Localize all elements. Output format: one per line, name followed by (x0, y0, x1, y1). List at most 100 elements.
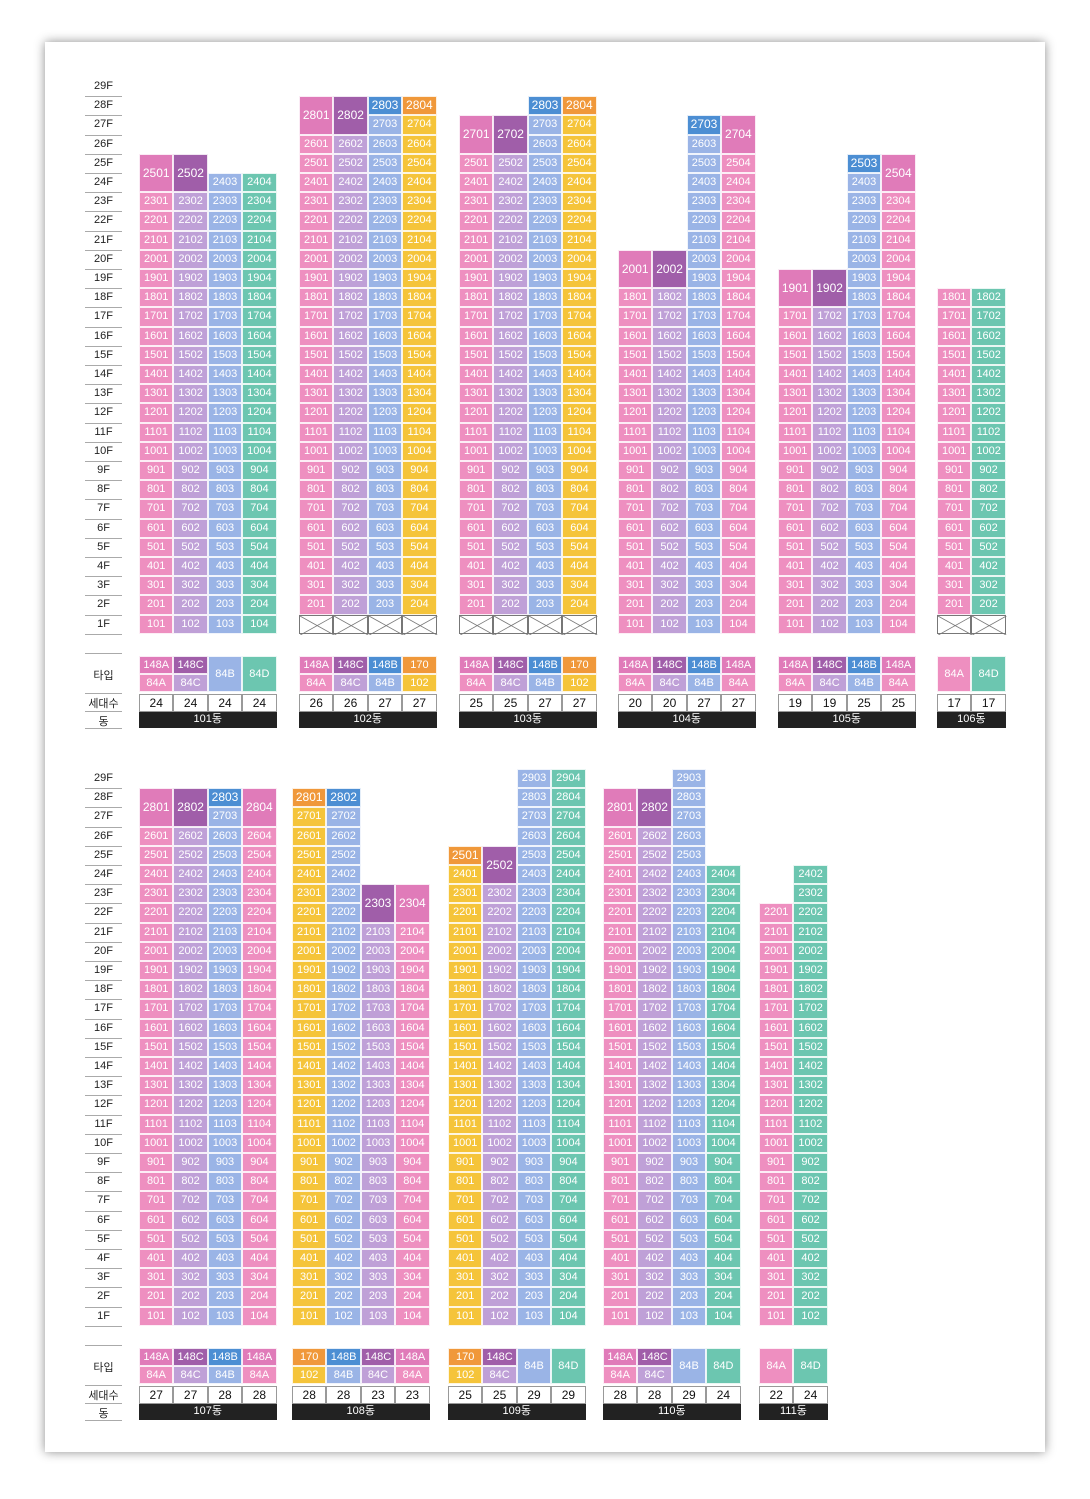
unit-cell: 1403 (207, 1057, 243, 1077)
type-unit-chip: 84A (721, 673, 756, 692)
household-count: 20 (618, 693, 653, 712)
unit-cell: 601 (778, 518, 813, 538)
penthouse-unit: 2703 (686, 115, 722, 135)
unit-cell: 2303 (207, 192, 243, 212)
unit-cell: 1303 (367, 384, 403, 404)
type-penthouse-chip: 148C (652, 655, 687, 674)
unit-cell: 1603 (516, 1018, 552, 1038)
unit-cell: 403 (516, 1249, 552, 1269)
unit-cell: 1302 (326, 1076, 361, 1096)
floor-divider (85, 249, 122, 251)
floor-label: 11F (94, 425, 113, 438)
floor-divider (85, 1325, 122, 1327)
unit-cell: 1101 (139, 422, 174, 442)
unit-cell: 201 (459, 595, 494, 615)
floor-label: 20F (94, 944, 113, 957)
unit-cell: 1202 (637, 1095, 672, 1115)
unit-cell: 2903 (671, 769, 707, 789)
unit-cell: 1102 (173, 422, 208, 442)
unit-cell: 701 (139, 1191, 174, 1211)
unit-cell: 204 (242, 595, 277, 615)
floor-label: 25F (94, 848, 113, 861)
unit-cell: 1604 (551, 1018, 586, 1038)
unit-cell: 1504 (551, 1037, 586, 1057)
unit-cell: 1402 (652, 365, 687, 385)
household-count: 27 (686, 693, 722, 712)
unit-cell: 504 (721, 537, 756, 557)
building-name-bar: 108동 (292, 1403, 430, 1420)
floor-label: 27F (94, 118, 113, 131)
unit-cell: 1001 (778, 441, 813, 461)
unit-cell: 1802 (493, 288, 528, 308)
floor-label: 16F (94, 329, 113, 342)
unit-cell: 1704 (706, 999, 741, 1019)
floor-label: 2F (97, 1290, 110, 1303)
unit-cell: 1002 (326, 1133, 361, 1153)
unit-cell: 1802 (173, 288, 208, 308)
pilotis-cell (493, 614, 529, 635)
unit-cell: 2903 (516, 769, 552, 789)
unit-cell: 1803 (671, 980, 707, 1000)
floor-divider (85, 999, 122, 1001)
unit-cell: 304 (242, 1268, 277, 1288)
legend-divider (85, 1384, 122, 1386)
unit-cell: 103 (207, 614, 243, 634)
unit-cell: 1402 (493, 365, 528, 385)
unit-cell: 1104 (881, 422, 916, 442)
type-penthouse-chip: 170 (402, 655, 437, 674)
unit-cell: 2402 (493, 173, 528, 193)
page-sheet: 29F 28F 27F 26F 25F 24F 23F 22F 21F 20F 19F 18F 17F 1… (45, 42, 1045, 1452)
floor-divider (85, 1133, 122, 1135)
unit-cell: 2103 (671, 922, 707, 942)
unit-cell: 2204 (562, 211, 597, 231)
unit-cell: 2701 (292, 807, 327, 827)
unit-cell: 1002 (793, 1133, 828, 1153)
unit-cell: 1702 (482, 999, 517, 1019)
unit-cell: 2202 (333, 211, 368, 231)
household-count: 28 (603, 1385, 638, 1404)
household-count: 27 (402, 693, 437, 712)
unit-cell: 2104 (242, 230, 277, 250)
unit-cell: 1401 (448, 1057, 483, 1077)
type-unit-chip: 84B (516, 1347, 552, 1384)
unit-cell: 1801 (139, 288, 174, 308)
unit-cell: 2201 (759, 903, 794, 923)
building-name-bar: 106동 (937, 711, 1006, 728)
unit-cell: 2501 (603, 845, 638, 865)
type-unit-chip: 84B (671, 1347, 707, 1384)
unit-cell: 1301 (759, 1076, 794, 1096)
unit-cell: 2803 (516, 788, 552, 808)
unit-cell: 1902 (793, 961, 828, 981)
unit-cell: 2202 (493, 211, 528, 231)
unit-cell: 1004 (562, 441, 597, 461)
floor-label: 5F (97, 540, 110, 553)
unit-cell: 503 (527, 537, 563, 557)
unit-cell: 1201 (299, 403, 334, 423)
unit-cell: 1601 (778, 326, 813, 346)
unit-cell: 2403 (516, 865, 552, 885)
unit-cell: 1001 (937, 441, 972, 461)
unit-cell: 1403 (516, 1057, 552, 1077)
floor-label: 28F (94, 99, 113, 112)
unit-cell: 303 (527, 576, 563, 596)
unit-cell: 1104 (551, 1114, 586, 1134)
unit-cell: 604 (706, 1210, 741, 1230)
unit-cell: 201 (937, 595, 972, 615)
unit-cell: 704 (706, 1191, 741, 1211)
unit-cell: 2602 (637, 826, 672, 846)
unit-cell: 1402 (482, 1057, 517, 1077)
unit-cell: 2601 (299, 134, 334, 154)
unit-cell: 1903 (686, 269, 722, 289)
floor-label: 14F (94, 1060, 113, 1072)
unit-cell: 1104 (402, 422, 437, 442)
unit-cell: 1802 (326, 980, 361, 1000)
unit-cell: 1003 (671, 1133, 707, 1153)
unit-cell: 1904 (562, 269, 597, 289)
type-penthouse-chip: 148B (527, 655, 563, 674)
unit-cell: 1504 (562, 345, 597, 365)
unit-cell: 2203 (207, 903, 243, 923)
unit-cell: 2101 (448, 922, 483, 942)
unit-cell: 803 (207, 1172, 243, 1192)
unit-cell: 1404 (395, 1057, 430, 1077)
unit-cell: 2304 (721, 192, 756, 212)
